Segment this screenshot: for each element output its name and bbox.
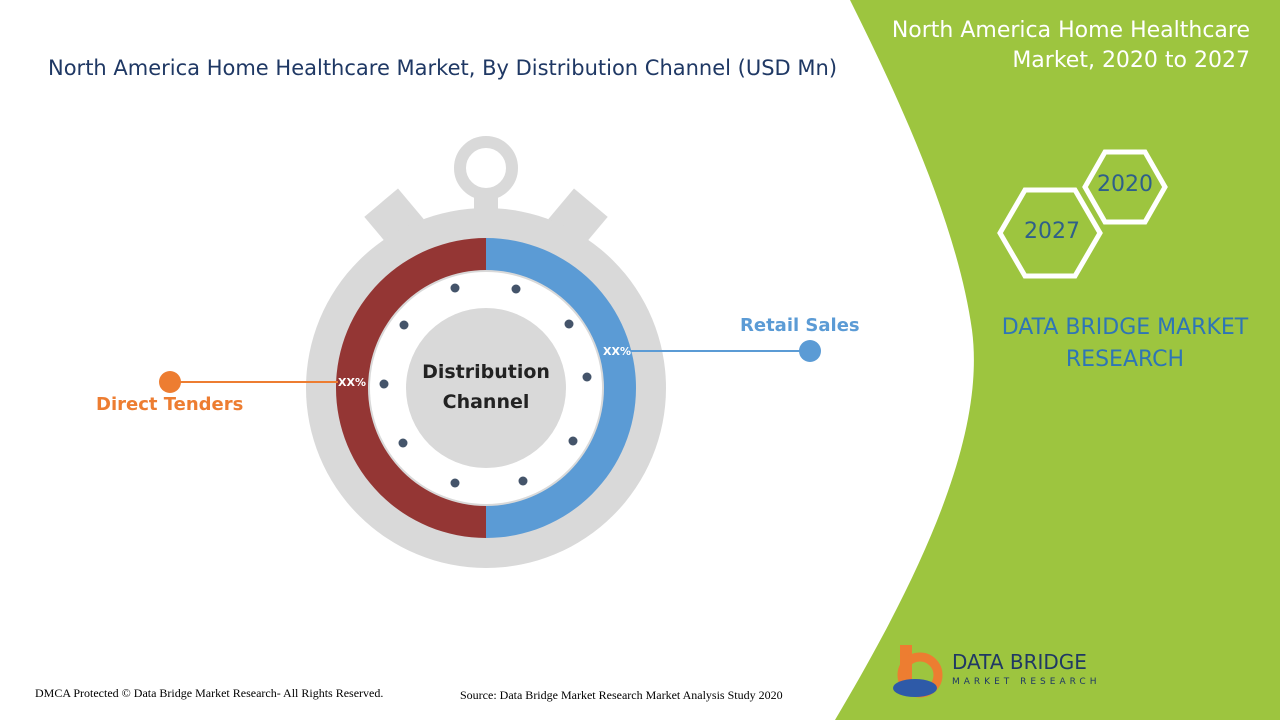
- hexagon: [1082, 149, 1168, 225]
- segment-label: Retail Sales: [740, 315, 860, 336]
- connector-dot: [799, 340, 821, 362]
- year-label: 2027: [1024, 219, 1080, 244]
- source: Source: Data Bridge Market Research Mark…: [460, 688, 783, 702]
- logo-name: DATA BRIDGE: [952, 650, 1087, 674]
- side-panel-bg: [835, 0, 1280, 720]
- copyright: DMCA Protected © Data Bridge Market Rese…: [35, 686, 384, 700]
- hexagon: [997, 187, 1103, 279]
- watch-ring: [454, 136, 518, 200]
- year-label: 2020: [1097, 172, 1153, 197]
- center-label: Distribution Channel: [422, 361, 550, 413]
- segment-direct: [336, 238, 486, 538]
- watch-button: [364, 188, 424, 248]
- segment-share: XX%: [603, 345, 631, 358]
- watch-button: [548, 188, 608, 248]
- dial-dots: [379, 283, 592, 488]
- logo-mark: [893, 679, 937, 697]
- segment-share: XX%: [338, 376, 366, 389]
- segment-retail: [486, 238, 636, 538]
- connector-dot: [159, 371, 181, 393]
- title: North America Home Healthcare Market, By…: [48, 56, 838, 80]
- brand: DATA BRIDGE MARKET RESEARCH: [1001, 315, 1249, 372]
- segment-label: Direct Tenders: [96, 394, 244, 415]
- side-title: North America Home Healthcare Market, 20…: [891, 18, 1250, 73]
- center-disc: [406, 308, 566, 468]
- logo-tagline: MARKET RESEARCH: [952, 677, 1101, 687]
